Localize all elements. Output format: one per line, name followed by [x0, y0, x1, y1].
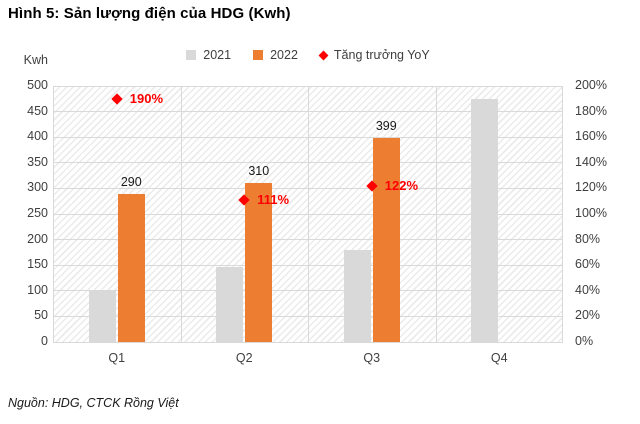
bar-value-label: 310: [248, 164, 270, 179]
orange-square-swatch-icon: [253, 50, 264, 60]
legend-item-2022: 2022: [253, 48, 298, 62]
right-axis-tick: 60%: [575, 257, 601, 272]
right-axis-tick: 20%: [575, 308, 601, 323]
gridline-vertical: [53, 86, 54, 342]
bar-2022-Q2: [245, 183, 273, 342]
left-axis-tick: 400: [27, 129, 48, 144]
left-axis-tick: 350: [27, 154, 48, 169]
left-axis-tick: 100: [27, 282, 48, 297]
gridline-vertical: [180, 86, 182, 342]
legend-item-yoy: Tăng trưởng YoY: [318, 48, 430, 62]
gridline-horizontal: [53, 341, 563, 343]
red-diamond-swatch-icon: [318, 50, 329, 60]
source-note: Nguồn: HDG, CTCK Rồng Việt: [8, 396, 179, 410]
bar-2021-Q4: [471, 98, 499, 342]
bar-2021-Q2: [216, 266, 244, 342]
bar-2022-Q3: [372, 137, 400, 342]
gridline-vertical: [435, 86, 437, 342]
right-axis-tick: 100%: [575, 206, 607, 220]
yoy-diamond-marker: [111, 93, 123, 105]
x-axis-label-Q2: Q2: [235, 351, 253, 365]
yoy-value-label: 190%: [129, 90, 163, 106]
x-axis-label-Q1: Q1: [108, 351, 126, 365]
legend-label-yoy: Tăng trưởng YoY: [333, 48, 430, 62]
left-axis-tick: 50: [34, 308, 48, 323]
bar-value-label: 399: [375, 118, 397, 133]
legend-item-2021: 2021: [186, 48, 231, 62]
bar-2021-Q1: [88, 290, 116, 342]
left-axis-tick: 300: [27, 180, 48, 195]
x-axis-label-Q4: Q4: [490, 351, 508, 365]
right-axis-tick: 140%: [575, 154, 607, 169]
left-axis-tick: 200: [27, 231, 48, 246]
x-axis-label-Q3: Q3: [363, 351, 381, 365]
left-axis-tick: 250: [27, 206, 48, 220]
right-axis-tick: 160%: [575, 129, 607, 144]
left-axis-tick: 500: [27, 78, 48, 92]
right-axis-tick: 40%: [575, 282, 601, 297]
left-axis-tick: 450: [27, 103, 48, 118]
yoy-value-label: 111%: [257, 191, 290, 207]
gray-square-swatch-icon: [186, 50, 197, 60]
bar-2022-Q1: [117, 193, 145, 342]
gridline-vertical: [562, 86, 563, 342]
left-axis-tick: 0: [41, 334, 48, 348]
legend-label-2021: 2021: [203, 48, 232, 62]
chart-title: Hình 5: Sản lượng điện của HDG (Kwh): [8, 5, 291, 22]
right-axis-tick: 180%: [575, 103, 607, 118]
right-axis-tick: 80%: [575, 231, 601, 246]
bar-value-label: 290: [120, 174, 142, 189]
bar-2021-Q3: [343, 249, 371, 342]
gridline-vertical: [308, 86, 309, 342]
right-axis-tick: 120%: [575, 180, 607, 195]
legend-label-2022: 2022: [270, 48, 298, 62]
right-axis-tick: 0%: [575, 334, 594, 348]
plot-area: 290 190% 310 111% 399 122%: [53, 85, 563, 343]
yoy-value-label: 122%: [384, 177, 418, 193]
right-axis-tick: 200%: [575, 78, 607, 92]
chart-legend: 2021 2022 Tăng trưởng YoY: [53, 45, 563, 65]
left-axis-tick: 150: [27, 257, 48, 272]
left-axis-unit-label: Kwh: [23, 53, 48, 67]
